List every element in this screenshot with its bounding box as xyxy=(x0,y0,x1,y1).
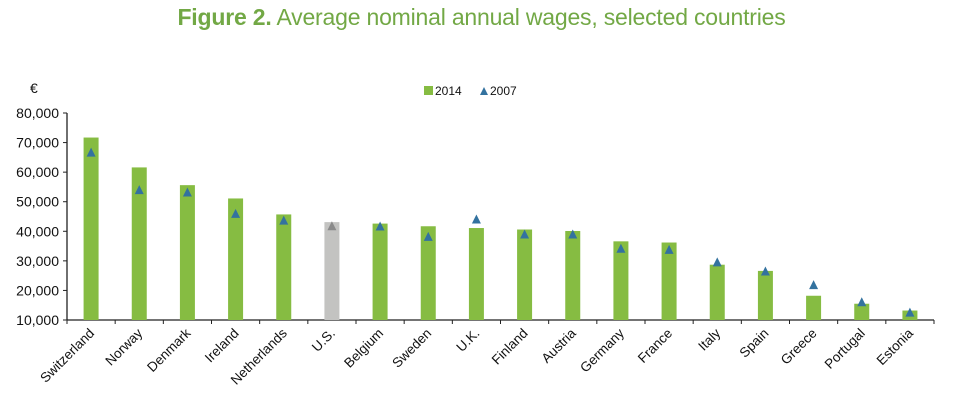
markers-2007 xyxy=(86,147,915,317)
bar-2014-greece xyxy=(806,295,822,320)
bar-2014-germany xyxy=(613,241,629,320)
x-tick-label: U.S. xyxy=(309,326,338,355)
x-tick-label: Austria xyxy=(539,325,580,366)
bar-2014-france xyxy=(661,242,677,320)
x-tick-label: Spain xyxy=(737,326,772,361)
legend-swatch-2014 xyxy=(424,86,433,95)
marker-2007-france xyxy=(664,244,674,254)
bar-2014-austria xyxy=(565,230,581,320)
y-tick-label: 40,000 xyxy=(16,223,59,239)
y-axis: 10,000 20,000 30,000 40,000 50,000 60,000 70,0… xyxy=(16,105,68,328)
chart-title: Figure 2. Average nominal annual wages, … xyxy=(0,4,963,31)
y-tick-label: 70,000 xyxy=(16,135,59,151)
bar-2014-ireland xyxy=(228,198,244,320)
x-tick-label: Estonia xyxy=(874,325,917,368)
bar-2014-us xyxy=(324,222,340,320)
bar-2014-norway xyxy=(131,167,147,320)
legend-marker-2007 xyxy=(480,87,488,95)
x-tick-label: Greece xyxy=(778,326,820,368)
marker-2007-greece xyxy=(809,280,819,290)
marker-2007-denmark xyxy=(182,187,192,197)
x-tick-label: France xyxy=(635,326,675,366)
marker-2007-austria xyxy=(568,229,578,239)
marker-2007-belgium xyxy=(375,221,385,231)
legend-label-2014: 2014 xyxy=(435,84,462,98)
bar-2014-denmark xyxy=(179,185,195,320)
bar-2014-netherlands xyxy=(276,214,292,320)
figure-number: Figure 2. xyxy=(177,4,272,30)
y-tick-label: 50,000 xyxy=(16,194,59,210)
x-tick-label: U.K. xyxy=(453,326,482,355)
x-tick-label: Belgium xyxy=(341,326,386,371)
x-tick-label: Portugal xyxy=(822,326,868,372)
bar-2014-spain xyxy=(757,270,773,320)
x-tick-label: Germany xyxy=(577,325,627,375)
y-tick-label: 80,000 xyxy=(16,105,59,121)
x-tick-label: Finland xyxy=(489,326,531,368)
marker-2007-spain xyxy=(760,266,770,276)
marker-2007-switzerland xyxy=(86,147,96,157)
bar-2014-finland xyxy=(517,229,533,320)
marker-2007-portugal xyxy=(857,297,867,307)
marker-2007-ireland xyxy=(231,208,241,218)
x-tick-label: Sweden xyxy=(389,326,434,371)
marker-2007-germany xyxy=(616,243,626,253)
bar-2014-belgium xyxy=(372,223,388,320)
x-tick-label: Italy xyxy=(695,325,723,353)
x-tick-label: Switzerland xyxy=(37,326,97,386)
x-tick-label: Ireland xyxy=(202,326,242,366)
marker-2007-estonia xyxy=(905,307,915,317)
y-axis-unit-label: € xyxy=(30,80,38,96)
bars-2014 xyxy=(83,137,918,320)
bar-2014-switzerland xyxy=(83,137,99,320)
legend-label-2007: 2007 xyxy=(490,84,517,98)
y-tick-label: 20,000 xyxy=(16,282,59,298)
y-tick-label: 10,000 xyxy=(16,312,59,328)
marker-2007-italy xyxy=(712,257,722,267)
marker-2007-us xyxy=(327,221,337,231)
bar-2014-uk xyxy=(468,228,484,320)
x-tick-label: Denmark xyxy=(144,325,194,375)
marker-2007-finland xyxy=(520,229,530,239)
marker-2007-sweden xyxy=(423,231,433,241)
marker-2007-norway xyxy=(134,185,144,195)
y-tick-label: 30,000 xyxy=(16,253,59,269)
legend: 2014 2007 xyxy=(424,84,517,98)
y-tick-label: 60,000 xyxy=(16,164,59,180)
x-axis xyxy=(66,319,935,324)
bar-2014-sweden xyxy=(420,226,436,320)
marker-2007-netherlands xyxy=(279,215,289,225)
bar-2014-italy xyxy=(709,264,725,320)
marker-2007-uk xyxy=(471,214,481,224)
bar-2014-portugal xyxy=(854,303,870,320)
x-tick-label: Norway xyxy=(102,325,145,368)
chart-title-text: Average nominal annual wages, selected c… xyxy=(276,4,786,30)
